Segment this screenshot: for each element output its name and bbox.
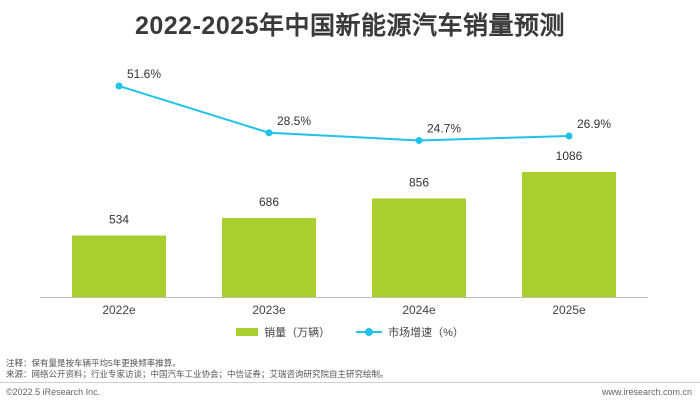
- legend-label-sales: 销量（万辆）: [264, 327, 331, 339]
- notes: 注释：保有量是按车辆平均5年更换频率推算。 来源：网络公开资料；行业专家访谈；中…: [6, 358, 389, 380]
- line-data-label: 28.5%: [277, 114, 311, 128]
- line-series: [115, 82, 573, 144]
- bar-series: [72, 172, 616, 297]
- note-line: 注释：保有量是按车辆平均5年更换频率推算。: [6, 358, 181, 368]
- bar-data-label: 534: [109, 213, 129, 227]
- line-data-label: 24.7%: [427, 121, 461, 135]
- website: www.iresearch.com.cn: [601, 387, 692, 397]
- source-line: 来源：网络公开资料；行业专家访谈；中国汽车工业协会；中信证券；艾瑞咨询研究院自主…: [6, 369, 389, 379]
- bar-data-label: 686: [259, 195, 279, 209]
- x-tick-label: 2025e: [552, 303, 586, 317]
- x-tick-label: 2023e: [252, 303, 286, 317]
- line-point: [115, 82, 123, 90]
- line-data-label: 26.9%: [577, 117, 611, 131]
- legend-label-growth: 市场增速（%）: [388, 327, 464, 339]
- line-point: [565, 132, 573, 140]
- legend-swatch-line: [356, 327, 383, 337]
- line-data-label: 51.6%: [127, 67, 161, 81]
- x-tick-label: 2022e: [102, 303, 136, 317]
- x-tick-labels: 2022e 2023e 2024e 2025e: [102, 303, 586, 317]
- bar: [522, 172, 616, 297]
- footer-divider: [0, 382, 700, 383]
- legend-swatch-bar: [236, 328, 259, 336]
- line-point: [415, 136, 423, 144]
- legend: 销量（万辆） 市场增速（%）: [0, 324, 700, 340]
- copyright: ©2022.5 iResearch Inc.: [6, 387, 101, 397]
- line-data-labels: 51.6% 28.5% 24.7% 26.9%: [127, 67, 611, 135]
- x-tick-label: 2024e: [402, 303, 436, 317]
- bar-data-label: 856: [409, 175, 429, 189]
- growth-line: [118, 85, 570, 142]
- bar-data-labels: 534 686 856 1086: [109, 149, 583, 227]
- bar: [222, 218, 316, 297]
- bar: [72, 235, 166, 297]
- chart-area: 534 686 856 1086 2022e 2023e 2024e 2025e 51.6%…: [40, 67, 648, 317]
- bar-data-label: 1086: [556, 149, 583, 163]
- legend-item-growth: 市场增速（%）: [356, 324, 464, 340]
- legend-item-sales: 销量（万辆）: [236, 324, 330, 340]
- bar: [372, 198, 466, 297]
- chart-title: 2022-2025年中国新能源汽车销量预测: [134, 12, 566, 40]
- line-point: [265, 129, 273, 137]
